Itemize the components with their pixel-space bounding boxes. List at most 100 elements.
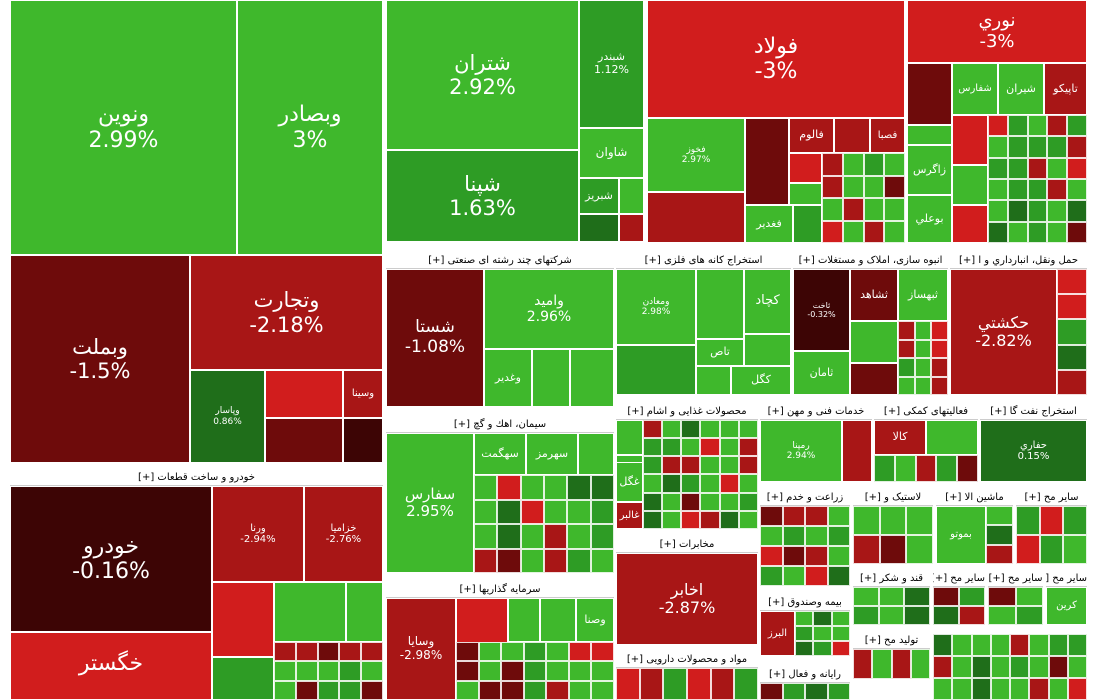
- mini-tile[interactable]: [456, 680, 479, 700]
- tile-metals-small-6[interactable]: [793, 205, 822, 243]
- mini-tile[interactable]: [317, 661, 340, 681]
- mini-tile[interactable]: [1007, 157, 1028, 179]
- tile-food-small-1[interactable]: [616, 420, 643, 455]
- mini-tile[interactable]: [719, 438, 739, 457]
- mini-tile[interactable]: [879, 506, 907, 535]
- tile-vmaaden[interactable]: ومعادن 2.98%: [616, 269, 696, 345]
- mini-tile[interactable]: [662, 456, 682, 475]
- mini-tile[interactable]: [497, 548, 521, 573]
- mini-tile[interactable]: [1063, 506, 1087, 535]
- mini-tile[interactable]: [1047, 221, 1068, 243]
- tile-inv-small-2[interactable]: [508, 598, 540, 642]
- mini-tile[interactable]: [1067, 136, 1087, 158]
- mini-tile[interactable]: [1015, 587, 1043, 606]
- mini-tile[interactable]: [662, 420, 682, 439]
- mini-tile[interactable]: [1057, 319, 1087, 345]
- mini-tile[interactable]: [898, 339, 915, 358]
- mini-tile[interactable]: [795, 641, 814, 656]
- mini-tile[interactable]: [662, 438, 682, 457]
- mini-tile[interactable]: [1067, 656, 1087, 678]
- mini-tile[interactable]: [681, 456, 701, 475]
- mini-tile[interactable]: [501, 661, 524, 681]
- mini-tile[interactable]: [590, 475, 614, 500]
- mini-tile[interactable]: [936, 455, 958, 482]
- mini-tile[interactable]: [933, 656, 953, 678]
- mini-tile[interactable]: [520, 524, 544, 549]
- mini-tile[interactable]: [874, 455, 895, 482]
- tile-tapiko[interactable]: تاپیکو: [1044, 63, 1087, 115]
- section-header-transport[interactable]: حمل ونقل، انبارداري و ا [+]: [950, 254, 1087, 269]
- tile-vpasar[interactable]: وپاسار 0.86%: [190, 370, 265, 463]
- mini-tile[interactable]: [643, 492, 663, 511]
- mini-tile[interactable]: [546, 661, 569, 681]
- mini-tile[interactable]: [478, 642, 502, 662]
- tile-kala[interactable]: کالا: [874, 420, 926, 455]
- tile-support-small-1[interactable]: [926, 420, 978, 455]
- mini-tile[interactable]: [853, 506, 880, 535]
- mini-tile[interactable]: [700, 456, 720, 475]
- mini-tile[interactable]: [662, 510, 682, 529]
- mini-tile[interactable]: [700, 474, 720, 493]
- mini-tile[interactable]: [990, 656, 1010, 678]
- mini-tile[interactable]: [898, 358, 915, 377]
- tile-krin[interactable]: کرین: [1046, 587, 1087, 625]
- mini-tile[interactable]: [497, 499, 521, 524]
- mini-tile[interactable]: [1027, 157, 1048, 179]
- mini-tile[interactable]: [1057, 269, 1087, 295]
- mini-tile[interactable]: [1029, 656, 1049, 678]
- mini-tile[interactable]: [1047, 115, 1068, 137]
- tile-fasba[interactable]: فصبا: [870, 118, 905, 153]
- tile-shapna[interactable]: شپنا 1.63%: [386, 150, 579, 242]
- tile-small-bank-1[interactable]: [265, 370, 343, 418]
- mini-tile[interactable]: [1007, 221, 1028, 243]
- mini-tile[interactable]: [813, 641, 832, 656]
- tile-shabandar[interactable]: شبندر 1.12%: [579, 0, 644, 128]
- tile-chem-shahid[interactable]: [907, 63, 952, 125]
- mini-tile[interactable]: [933, 634, 953, 656]
- tile-akhabar[interactable]: اخابر -2.87%: [616, 553, 758, 645]
- mini-tile[interactable]: [544, 548, 568, 573]
- mini-tile[interactable]: [863, 220, 885, 243]
- mini-tile[interactable]: [544, 475, 568, 500]
- mini-tile[interactable]: [988, 115, 1008, 137]
- tile-chem-small-2[interactable]: [952, 115, 988, 165]
- mini-tile[interactable]: [795, 611, 814, 626]
- mini-tile[interactable]: [700, 438, 720, 457]
- mini-tile[interactable]: [914, 358, 932, 377]
- tile-shiran[interactable]: شیران: [998, 63, 1044, 115]
- tile-small-petro-2[interactable]: [579, 214, 619, 242]
- mini-tile[interactable]: [878, 606, 905, 625]
- mini-tile[interactable]: [898, 376, 915, 395]
- mini-tile[interactable]: [339, 680, 362, 700]
- tile-ore-small-4[interactable]: [696, 366, 731, 395]
- mini-tile[interactable]: [827, 566, 850, 586]
- mini-tile[interactable]: [719, 474, 739, 493]
- tile-shabriz[interactable]: شبریز: [579, 178, 619, 214]
- mini-tile[interactable]: [971, 656, 991, 678]
- tile-metals-small-3[interactable]: [789, 153, 822, 183]
- section-header-real-estate[interactable]: انبوه سازی، املاک و مستغلات [+]: [793, 254, 948, 269]
- mini-tile[interactable]: [738, 492, 758, 511]
- mini-tile[interactable]: [782, 506, 805, 526]
- tile-foolad[interactable]: فولاد -3%: [647, 0, 905, 118]
- mini-tile[interactable]: [988, 179, 1008, 201]
- tile-sshahed[interactable]: ثشاهد: [850, 269, 898, 321]
- mini-tile[interactable]: [1016, 506, 1040, 535]
- mini-tile[interactable]: [591, 661, 614, 681]
- tile-vsana[interactable]: وصنا: [576, 598, 614, 642]
- mini-tile[interactable]: [827, 506, 850, 526]
- mini-tile[interactable]: [988, 200, 1008, 222]
- tile-khzamia[interactable]: خزامیا -2.76%: [304, 486, 383, 582]
- mini-tile[interactable]: [546, 680, 569, 700]
- section-header-sub-1[interactable]: سایر مح [+]: [933, 572, 985, 587]
- mini-tile[interactable]: [931, 339, 948, 358]
- tile-tech-small-1[interactable]: [842, 420, 872, 482]
- mini-tile[interactable]: [520, 499, 544, 524]
- mini-tile[interactable]: [567, 524, 591, 549]
- tile-auto-small-4[interactable]: [212, 657, 274, 700]
- section-header-machinery[interactable]: ماشین الا [+]: [936, 491, 1013, 506]
- mini-tile[interactable]: [760, 683, 783, 700]
- tile-khgostar[interactable]: خگستر: [10, 632, 212, 700]
- mini-tile[interactable]: [813, 626, 832, 641]
- mini-tile[interactable]: [738, 510, 758, 529]
